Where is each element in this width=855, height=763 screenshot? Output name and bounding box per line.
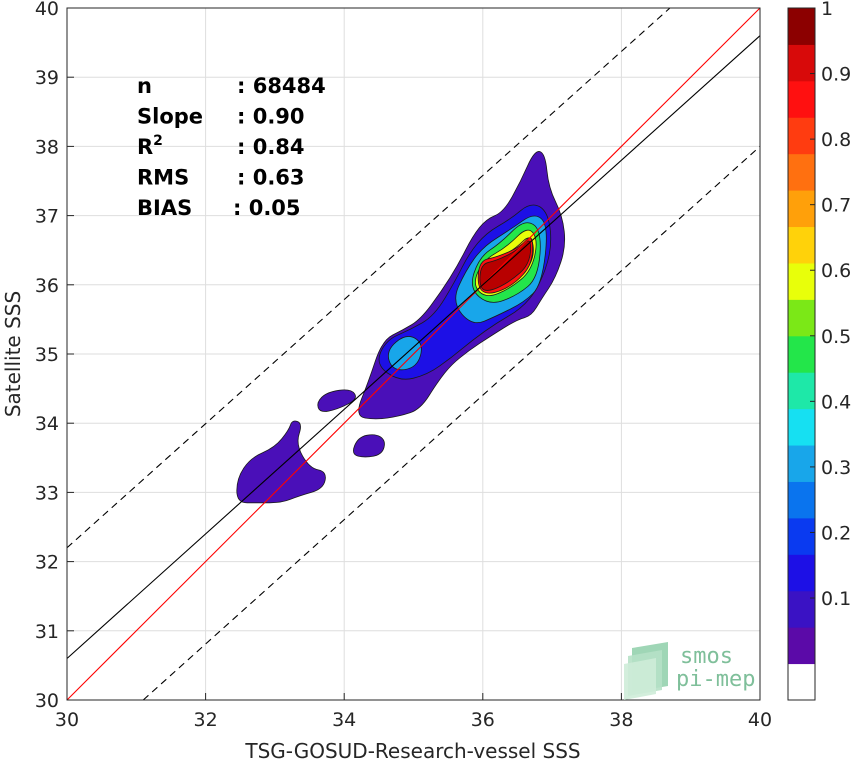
stat-label: BIAS [137,196,192,220]
colorbar-level [788,80,815,118]
colorbar-level [788,517,815,555]
logo-waves-icon [624,642,668,700]
logo-line1: smos [680,644,733,669]
y-tick-label: 38 [35,136,59,158]
x-tick-label: 38 [609,709,633,731]
density-contour-1 [317,389,356,412]
colorbar-level [788,445,815,482]
y-tick-label: 32 [35,552,59,574]
colorbar-tick-label: 0.6 [821,260,851,282]
colorbar-level [788,190,815,228]
density-contour-2 [353,434,385,458]
colorbar-tick-label: 0.4 [821,391,851,413]
y-tick-label: 35 [35,344,59,366]
y-tick-label: 39 [35,67,59,89]
colorbar-level [788,408,815,446]
y-tick-label: 36 [35,275,59,297]
x-axis-ticks: 30 32 34 36 38 40 [55,693,772,731]
y-tick-label: 37 [35,206,59,228]
colorbar-level [788,372,815,410]
colorbar-level [788,554,815,592]
stat-label: RMS [137,166,189,190]
x-axis-label: TSG-GOSUD-Research-vessel SSS [244,739,580,763]
stat-value: : 0.63 [237,166,305,190]
colorbar-tick-label: 1 [821,0,833,20]
y-axis-label: Satellite SSS [1,291,25,417]
colorbar-level [788,226,815,264]
fit-line [66,35,761,659]
colorbar-level [788,8,815,45]
stat-label: n [137,74,152,98]
colorbar-level [788,627,815,665]
stat-value: : 68484 [237,74,326,98]
lower_bound-line [142,145,761,701]
smos-pi-mep-logo: smos pi-mep [624,642,755,700]
y-axis-ticks: 30 31 32 33 34 35 36 37 38 39 40 [35,0,74,712]
colorbar: 0.1 0.2 0.3 0.4 0.5 0.6 0.7 0.8 0.9 1 [787,0,851,701]
x-tick-label: 40 [748,709,772,731]
stat-label: Slope [137,105,203,129]
colorbar-level [788,590,815,628]
colorbar-tick-label: 0.7 [821,195,851,217]
stat-value: : 0.05 [233,196,301,220]
x-tick-label: 34 [332,709,356,731]
upper_bound-line [66,7,671,549]
colorbar-level [788,663,815,701]
x-tick-label: 36 [471,709,495,731]
stat-value: : 0.90 [237,105,305,129]
colorbar-level [788,299,815,337]
colorbar-level [788,153,815,191]
y-tick-label: 31 [35,621,59,643]
colorbar-tick-label: 0.3 [821,457,851,479]
colorbar-tick-label: 0.5 [821,326,851,348]
colorbar-tick-label: 0.2 [821,522,851,544]
y-tick-label: 34 [35,413,59,435]
colorbar-level [788,44,815,82]
colorbar-level [788,262,815,300]
y-tick-label: 33 [35,482,59,504]
colorbar-frame [787,7,816,701]
x-tick-label: 30 [55,709,79,731]
reference-lines [66,7,761,701]
y-tick-label: 30 [35,690,59,712]
y-tick-label: 40 [35,0,59,20]
colorbar-tick-label: 0.8 [821,129,851,151]
colorbar-level [788,335,815,373]
colorbar-tick-label: 0.9 [821,64,851,86]
x-tick-label: 32 [194,709,218,731]
colorbar-tick-label: 0.1 [821,588,851,610]
stat-value: : 0.84 [237,135,305,159]
colorbar-level [788,117,815,155]
density-contour-0 [236,420,326,504]
grid [66,7,761,701]
density-contour-5 [387,336,422,371]
identity-line [66,7,761,701]
logo-line2: pi-mep [676,667,755,692]
colorbar-level [788,481,815,519]
